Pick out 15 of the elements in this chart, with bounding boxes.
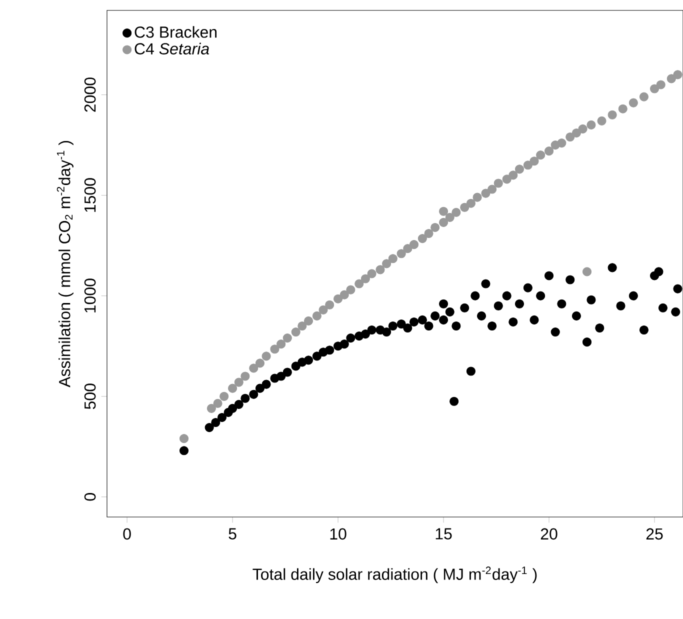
legend-label: C4 Setaria <box>134 42 210 54</box>
y-tick-label: 1500 <box>84 178 96 212</box>
x-axis-title: Total daily solar radiation ( MJ m$^{-2}$day$^{-1}$ ) <box>252 566 537 584</box>
y-tick-label: 500 <box>84 384 96 410</box>
legend-label: C3 Bracken <box>134 26 217 38</box>
x-tick-label: 5 <box>228 528 236 540</box>
x-tick-label: 25 <box>646 528 663 540</box>
x-tick-label: 10 <box>330 528 346 540</box>
y-axis-title: Assimilation ( mmol CO$_{2}$ m$^{-2}$day$^{-1}$ ) <box>56 140 74 388</box>
y-tick-label: 1000 <box>84 278 96 312</box>
x-tick-label: 0 <box>123 528 131 540</box>
x-tick-label: 20 <box>540 528 558 540</box>
y-tick-label: 0 <box>84 493 96 501</box>
x-tick-label: 15 <box>436 528 452 540</box>
y-tick-label: 2000 <box>84 78 96 112</box>
